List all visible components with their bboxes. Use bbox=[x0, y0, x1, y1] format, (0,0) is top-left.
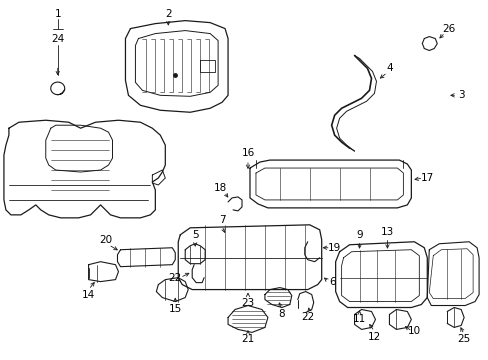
Text: 7: 7 bbox=[218, 215, 225, 225]
Text: 1: 1 bbox=[54, 9, 61, 19]
Text: 3: 3 bbox=[457, 90, 464, 100]
Text: 11: 11 bbox=[352, 314, 366, 324]
Text: 25: 25 bbox=[457, 334, 470, 345]
Text: 19: 19 bbox=[327, 243, 341, 253]
Text: 20: 20 bbox=[99, 235, 112, 245]
Text: 15: 15 bbox=[168, 305, 182, 315]
Text: 23: 23 bbox=[241, 297, 254, 307]
Text: 12: 12 bbox=[367, 332, 380, 342]
Text: 22: 22 bbox=[168, 273, 182, 283]
Text: 16: 16 bbox=[241, 148, 254, 158]
Text: 6: 6 bbox=[329, 276, 335, 287]
Text: 4: 4 bbox=[386, 63, 392, 73]
Text: 8: 8 bbox=[278, 310, 285, 319]
Text: 14: 14 bbox=[82, 289, 95, 300]
Text: 13: 13 bbox=[380, 227, 393, 237]
Text: 5: 5 bbox=[191, 230, 198, 240]
Text: 17: 17 bbox=[420, 173, 433, 183]
Text: 10: 10 bbox=[407, 327, 420, 336]
Text: 18: 18 bbox=[213, 183, 226, 193]
Text: 24: 24 bbox=[51, 33, 64, 44]
Text: 2: 2 bbox=[164, 9, 171, 19]
Text: 22: 22 bbox=[301, 312, 314, 323]
Text: 9: 9 bbox=[356, 230, 362, 240]
Text: 21: 21 bbox=[241, 334, 254, 345]
Text: 26: 26 bbox=[442, 24, 455, 33]
